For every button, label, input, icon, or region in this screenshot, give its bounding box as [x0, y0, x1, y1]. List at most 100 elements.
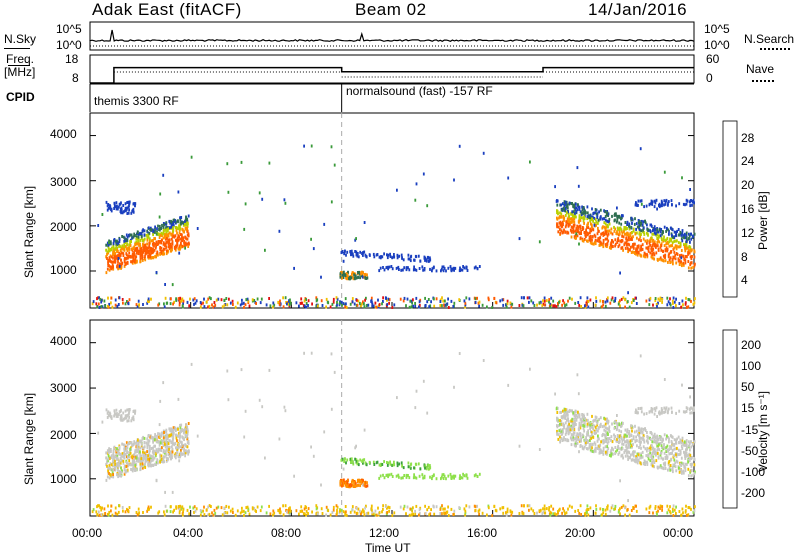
velocity-data-cell: [669, 469, 671, 472]
power-data-cell: [445, 269, 447, 272]
power-data-cell: [565, 214, 567, 217]
power-data-cell: [107, 209, 109, 212]
velocity-data-cell: [375, 510, 377, 513]
velocity-data-cell: [369, 461, 371, 464]
velocity-data-cell: [214, 509, 216, 512]
power-data-cell: [664, 244, 666, 247]
velocity-data-cell: [178, 443, 180, 446]
power-data-cell: [654, 231, 656, 234]
power-data-cell: [692, 201, 694, 204]
power-data-cell: [507, 300, 509, 303]
velocity-data-cell: [466, 474, 468, 477]
power-data-cell: [670, 304, 672, 307]
power-data-cell: [663, 203, 665, 206]
velocity-data-cell: [452, 513, 454, 516]
velocity-data-cell: [635, 457, 637, 460]
velocity-data-cell: [632, 452, 634, 455]
power-data-cell: [687, 200, 689, 203]
power-data-cell: [357, 304, 359, 307]
velocity-data-cell: [352, 505, 354, 508]
velocity-data-cell: [602, 453, 604, 456]
velocity-data-cell: [183, 438, 185, 441]
velocity-data-cell: [165, 429, 167, 432]
power-data-cell: [382, 266, 384, 269]
power-data-cell: [393, 256, 395, 259]
velocity-data-cell: [633, 459, 635, 462]
power-data-cell: [544, 303, 546, 306]
power-data-cell: [511, 306, 513, 309]
power-data-cell: [164, 248, 166, 251]
power-data-cell: [651, 233, 653, 236]
power-data-cell: [590, 229, 592, 232]
power-data-cell: [147, 247, 149, 250]
power-data-cell: [691, 261, 693, 264]
power-data-cell: [631, 222, 633, 225]
power-data-cell: [661, 244, 663, 247]
power-data-cell: [421, 265, 423, 268]
power-data-cell: [424, 268, 426, 271]
velocity-data-cell: [391, 514, 393, 517]
power-data-cell: [296, 301, 298, 304]
power-data-cell: [127, 302, 129, 305]
velocity-data-cell: [144, 441, 146, 444]
velocity-data-cell: [241, 507, 243, 510]
velocity-data-cell: [183, 448, 185, 451]
power-data-cell: [672, 241, 674, 244]
velocity-data-cell: [150, 459, 152, 462]
power-data-cell: [162, 251, 164, 254]
velocity-data-cell: [688, 474, 690, 477]
velocity-data-cell: [109, 412, 111, 415]
velocity-data-cell: [580, 440, 582, 443]
power-data-cell: [691, 249, 693, 252]
velocity-data-cell: [176, 446, 178, 449]
power-data-cell: [648, 247, 650, 250]
velocity-data-cell: [131, 455, 133, 458]
power-data-cell: [678, 233, 680, 236]
velocity-data-cell: [665, 456, 667, 459]
power-data-cell: [126, 207, 128, 210]
velocity-data-cell: [521, 504, 523, 507]
velocity-data-cell: [684, 453, 686, 456]
power-data-cell: [405, 304, 407, 307]
velocity-data-cell: [386, 461, 388, 464]
velocity-data-cell: [624, 440, 626, 443]
velocity-data-cell: [673, 514, 675, 517]
power-data-cell: [628, 223, 630, 226]
velocity-data-cell: [654, 461, 656, 464]
power-data-cell: [161, 247, 163, 250]
velocity-data-cell: [296, 509, 298, 512]
power-data-cell: [602, 218, 604, 221]
power-data-cell: [134, 204, 136, 207]
velocity-data-cell: [221, 506, 223, 509]
power-data-cell: [669, 297, 671, 300]
velocity-data-cell: [628, 450, 630, 453]
velocity-data-cell: [595, 426, 597, 429]
power-data-cell: [589, 239, 591, 242]
power-data-cell: [430, 300, 432, 303]
velocity-data-cell: [144, 463, 146, 466]
power-data-cell: [620, 247, 622, 250]
power-data-cell: [571, 219, 573, 222]
power-data-cell: [679, 302, 681, 305]
power-data-cell: [130, 234, 132, 237]
velocity-data-cell: [597, 447, 599, 450]
power-data-cell: [609, 302, 611, 305]
velocity-data-cell: [125, 510, 127, 513]
velocity-data-cell: [116, 447, 118, 450]
power-data-cell: [563, 219, 565, 222]
velocity-data-cell: [167, 435, 169, 438]
power-data-cell: [607, 224, 609, 227]
power-data-cell: [108, 247, 110, 250]
freq-series-line: [90, 68, 694, 83]
power-data-cell: [166, 234, 168, 237]
velocity-data-cell: [478, 513, 480, 516]
power-data-cell: [659, 229, 661, 232]
power-data-cell: [101, 305, 103, 308]
velocity-data-cell: [645, 454, 647, 457]
velocity-data-cell: [112, 514, 114, 517]
velocity-data-cell: [222, 513, 224, 516]
velocity-data-cell: [104, 507, 106, 510]
power-data-cell: [98, 303, 100, 306]
velocity-data-cell: [285, 504, 287, 507]
velocity-data-cell: [679, 471, 681, 474]
